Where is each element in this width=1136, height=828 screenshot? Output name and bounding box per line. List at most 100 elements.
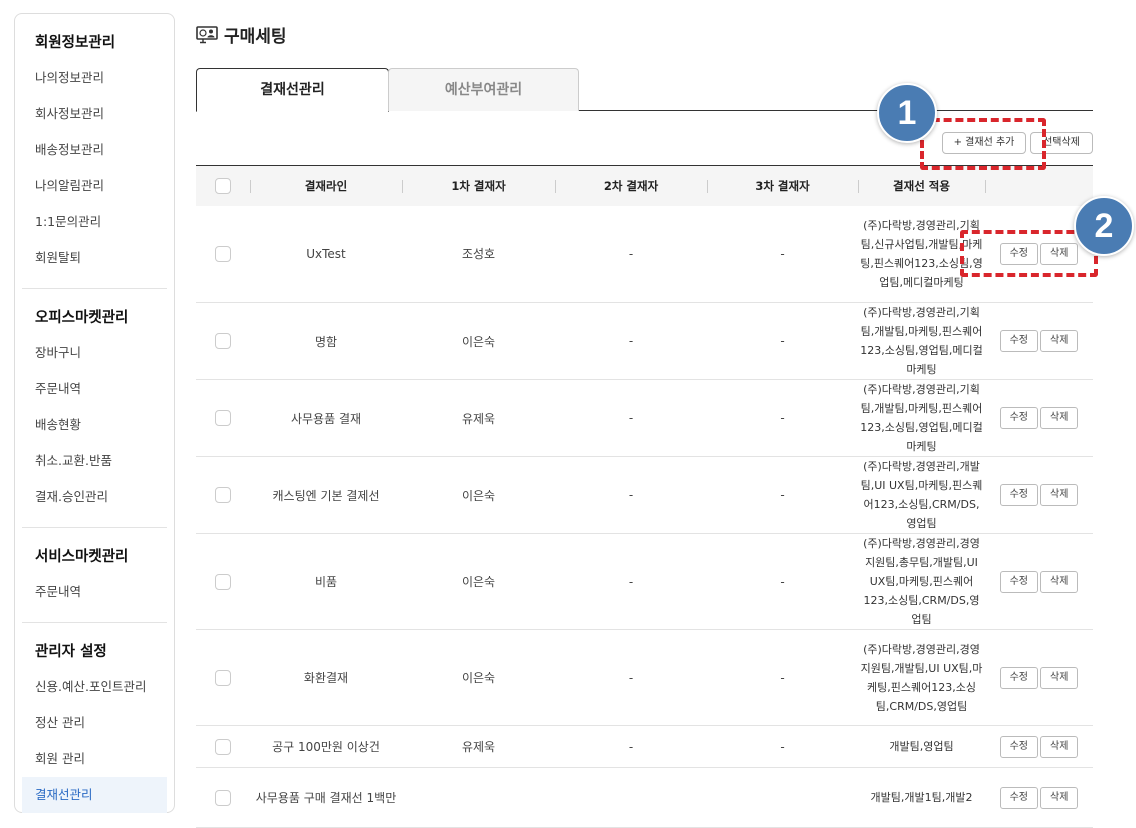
approver-3: -	[707, 302, 858, 380]
apply-scope: (주)다락방,경영관리,기획팀,개발팀,마케팅,핀스퀘어123,소싱팀,영업팀,…	[858, 302, 985, 380]
edit-button[interactable]: 수정	[999, 407, 1038, 429]
approval-line-table: 결재라인 1차 결재자 2차 결재자 3차 결재자 결재선 적용 UxTest …	[196, 165, 1093, 828]
row-checkbox[interactable]	[215, 669, 231, 686]
row-actions: 수정 삭제	[985, 456, 1093, 534]
sidebar-section-title: 서비스마켓관리	[35, 549, 129, 565]
row-checkbox[interactable]	[215, 789, 231, 806]
edit-button[interactable]: 수정	[999, 666, 1038, 689]
line-name: 화환결재	[250, 629, 402, 726]
header-actions	[985, 165, 1093, 206]
row-actions: 수정 삭제	[985, 725, 1093, 768]
approver-3: -	[707, 725, 858, 768]
delete-button[interactable]: 삭제	[1040, 666, 1079, 689]
sidebar-item[interactable]: 배송정보관리	[35, 142, 105, 157]
delete-button[interactable]: 삭제	[1040, 242, 1079, 265]
delete-button[interactable]: 삭제	[1040, 330, 1079, 352]
line-name: 사무용품 결재	[250, 379, 402, 457]
row-select-cell	[196, 533, 250, 630]
approver-3: -	[707, 456, 858, 534]
apply-scope: (주)다락방,경영관리,개발팀,UI UX팀,마케팅,핀스퀘어123,소싱팀,C…	[858, 456, 985, 534]
header-line: 결재라인	[250, 165, 402, 206]
row-actions: 수정 삭제	[985, 629, 1093, 726]
row-select-cell	[196, 302, 250, 380]
page-title-text: 구매세팅	[224, 27, 287, 47]
sidebar-item[interactable]: 배송현황	[35, 417, 82, 432]
approver-2: -	[555, 302, 707, 380]
row-actions: 수정 삭제	[985, 302, 1093, 380]
approver-2: -	[555, 205, 707, 303]
apply-scope: (주)다락방,경영관리,기획팀,개발팀,마케팅,핀스퀘어123,소싱팀,영업팀,…	[858, 379, 985, 457]
header-approver-1: 1차 결재자	[402, 165, 555, 206]
sidebar-item[interactable]: 장바구니	[35, 345, 82, 360]
table-row: 비품 이은숙 - - (주)다락방,경영관리,경영지원팀,총무팀,개발팀,UI …	[196, 533, 1093, 630]
row-checkbox[interactable]	[215, 410, 231, 426]
delete-button[interactable]: 삭제	[1040, 735, 1079, 758]
edit-button[interactable]: 수정	[999, 570, 1038, 593]
sidebar-item[interactable]: 결재.승인관리	[35, 489, 108, 504]
apply-scope: 개발팀,개발1팀,개발2	[858, 767, 985, 828]
delete-button[interactable]: 삭제	[1040, 484, 1079, 506]
edit-button[interactable]: 수정	[999, 786, 1038, 809]
sidebar-item[interactable]: 회원탈퇴	[35, 250, 82, 265]
approver-2: -	[555, 456, 707, 534]
sidebar-item[interactable]: 주문내역	[35, 584, 82, 599]
tab-budget[interactable]: 예산부여관리	[388, 68, 579, 111]
approver-3: -	[707, 629, 858, 726]
approver-3: -	[707, 533, 858, 630]
sidebar-item[interactable]: 정산 관리	[35, 715, 85, 730]
row-checkbox[interactable]	[215, 573, 231, 590]
select-all-checkbox[interactable]	[215, 177, 231, 194]
sidebar-item[interactable]: 주문내역	[35, 381, 82, 396]
header-label: 결재선 적용	[893, 178, 950, 193]
delete-button[interactable]: 삭제	[1040, 570, 1079, 593]
header-apply: 결재선 적용	[858, 165, 985, 206]
sidebar-item[interactable]: 취소.교환.반품	[35, 453, 112, 468]
approver-2: -	[555, 629, 707, 726]
row-actions: 수정 삭제	[985, 767, 1093, 828]
approver-3: -	[707, 205, 858, 303]
edit-button[interactable]: 수정	[999, 330, 1038, 352]
add-approval-line-button[interactable]: + 결재선 추가	[942, 132, 1026, 154]
sidebar-item[interactable]: 회사정보관리	[35, 106, 105, 121]
sidebar-item[interactable]: 나의알림관리	[35, 178, 105, 193]
sidebar-item[interactable]: 결재선관리	[22, 777, 167, 813]
delete-button[interactable]: 삭제	[1040, 786, 1079, 809]
apply-scope: (주)다락방,경영관리,기획팀,신규사업팀,개발팀,마케팅,핀스퀘어123,소싱…	[858, 205, 985, 303]
sidebar-section-title: 관리자 설정	[35, 644, 107, 660]
sidebar-section-title: 회원정보관리	[35, 35, 116, 51]
row-checkbox[interactable]	[215, 245, 231, 262]
row-checkbox[interactable]	[215, 487, 231, 503]
sidebar-item[interactable]: 회원 관리	[35, 751, 85, 766]
sidebar-item[interactable]: 신용.예산.포인트관리	[35, 679, 147, 694]
edit-button[interactable]: 수정	[999, 242, 1038, 265]
row-select-cell	[196, 629, 250, 726]
edit-button[interactable]: 수정	[999, 484, 1038, 506]
header-label: 3차 결재자	[755, 178, 810, 193]
apply-scope: (주)다락방,경영관리,경영지원팀,개발팀,UI UX팀,마케팅,핀스퀘어123…	[858, 629, 985, 726]
annotation-badge-1: 1	[877, 83, 937, 143]
edit-button[interactable]: 수정	[999, 735, 1038, 758]
approver-1: 조성호	[402, 205, 555, 303]
monitor-user-icon	[196, 25, 218, 43]
header-approver-3: 3차 결재자	[707, 165, 858, 206]
table-row: 명함 이은숙 - - (주)다락방,경영관리,기획팀,개발팀,마케팅,핀스퀘어1…	[196, 302, 1093, 380]
tab-approval-line[interactable]: 결재선관리	[196, 68, 389, 112]
row-checkbox[interactable]	[215, 738, 231, 755]
row-checkbox[interactable]	[215, 333, 231, 349]
sidebar-item[interactable]: 1:1문의관리	[35, 214, 102, 229]
line-name: UxTest	[250, 205, 402, 303]
row-select-cell	[196, 725, 250, 768]
delete-button[interactable]: 삭제	[1040, 407, 1079, 429]
line-name: 명함	[250, 302, 402, 380]
sidebar-item[interactable]: 나의정보관리	[35, 70, 105, 85]
header-select-all	[196, 165, 250, 206]
apply-scope: 개발팀,영업팀	[858, 725, 985, 768]
tab-bar: 결재선관리 예산부여관리	[196, 68, 1093, 112]
header-approver-2: 2차 결재자	[555, 165, 707, 206]
table-row: 화환결재 이은숙 - - (주)다락방,경영관리,경영지원팀,개발팀,UI UX…	[196, 629, 1093, 726]
approver-1: 이은숙	[402, 302, 555, 380]
row-select-cell	[196, 767, 250, 828]
